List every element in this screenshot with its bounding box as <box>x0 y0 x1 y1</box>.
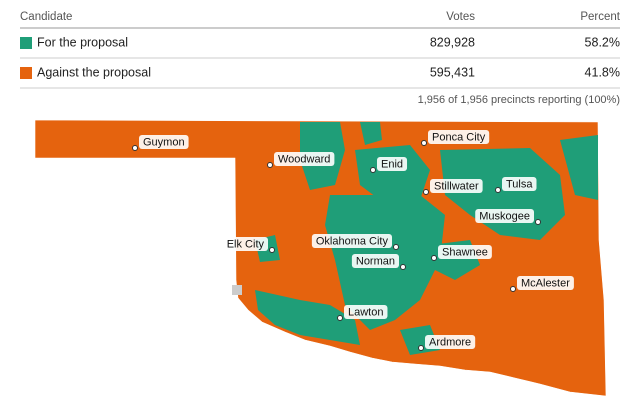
city-label-bg <box>139 135 189 149</box>
city-label-bg <box>344 305 388 319</box>
city-label: Ardmore <box>429 336 471 348</box>
city-dot <box>421 140 427 146</box>
city-dot <box>400 264 406 270</box>
city-dot <box>535 219 541 225</box>
city-label: Muskogee <box>479 210 530 222</box>
city-label: Guymon <box>143 136 185 148</box>
legend-swatch <box>20 37 32 49</box>
header-percent: Percent <box>580 11 620 23</box>
precincts-note: 1,956 of 1,956 precincts reporting (100%… <box>418 94 620 106</box>
for-area <box>360 122 382 145</box>
city-label-bg <box>274 152 335 166</box>
header-votes: Votes <box>446 11 475 23</box>
city-label: Lawton <box>348 306 383 318</box>
city-dot <box>431 255 437 261</box>
city-dot <box>370 167 376 173</box>
city-dot <box>495 187 501 193</box>
city-label: Oklahoma City <box>316 235 389 247</box>
for-area <box>355 145 430 200</box>
city-label: Woodward <box>278 153 330 165</box>
city-dot <box>510 286 516 292</box>
city-label: Tulsa <box>506 178 533 190</box>
city-dot <box>267 162 273 168</box>
for-area <box>255 290 360 345</box>
for-area <box>560 135 598 200</box>
city-label: Elk City <box>227 238 265 250</box>
vote-count: 595,431 <box>430 65 475 79</box>
no-data-area <box>232 285 242 295</box>
city-dot <box>423 189 429 195</box>
candidate-name: For the proposal <box>37 35 128 49</box>
city-label-bg <box>475 209 534 223</box>
city-label-bg <box>425 335 476 349</box>
city-label-bg <box>438 245 492 259</box>
city-dot <box>337 315 343 321</box>
vote-percent: 58.2% <box>585 35 620 49</box>
city-label-bg <box>428 130 490 144</box>
legend-swatch <box>20 67 32 79</box>
city-label: Enid <box>381 158 403 170</box>
city-label: McAlester <box>521 277 570 289</box>
vote-count: 829,928 <box>430 35 475 49</box>
city-label-bg <box>517 276 574 290</box>
city-label: Ponca City <box>432 131 486 143</box>
city-label-bg <box>430 179 483 193</box>
city-dot <box>269 247 275 253</box>
city-label-bg <box>351 254 399 268</box>
city-label-bg <box>377 157 408 171</box>
city-label-bg <box>502 177 537 191</box>
city-label: Shawnee <box>442 246 488 258</box>
city-dot <box>418 345 424 351</box>
city-label: Stillwater <box>434 180 479 192</box>
city-dot <box>393 244 399 250</box>
candidate-name: Against the proposal <box>37 65 151 79</box>
city-label-bg <box>311 234 392 248</box>
city-label: Norman <box>356 255 395 267</box>
header-candidate: Candidate <box>20 11 72 23</box>
city-dot <box>132 145 138 151</box>
vote-percent: 41.8% <box>585 65 620 79</box>
city-labels: Guymon Woodward Enid Ponca City Stillwater Tu… <box>132 130 574 351</box>
city-label-bg <box>222 237 268 251</box>
